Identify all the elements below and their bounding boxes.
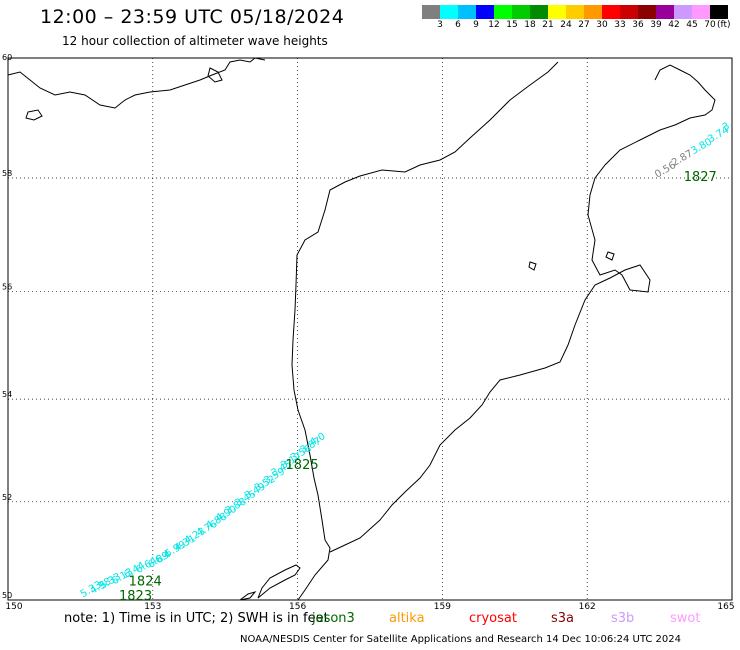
small-island-2 <box>605 251 615 261</box>
wave-height-value: 4.0 <box>308 431 327 448</box>
colorbar-swatch <box>530 5 548 19</box>
satellite-legend-cryosat: cryosat <box>469 611 517 626</box>
colorbar-label: 15 <box>506 20 518 30</box>
colorbar-label: 45 <box>686 20 698 30</box>
colorbar-label: 21 <box>542 20 554 30</box>
map-subtitle: 12 hour collection of altimeter wave hei… <box>62 34 328 48</box>
latitude-tick-label: 54 <box>2 390 12 399</box>
colorbar-label: 18 <box>524 20 536 30</box>
colorbar-swatch <box>620 5 638 19</box>
colorbar-label: 6 <box>455 20 461 30</box>
colorbar-swatch <box>440 5 458 19</box>
colorbar-swatch <box>548 5 566 19</box>
colorbar-swatch <box>476 5 494 19</box>
colorbar-label: 9 <box>473 20 479 30</box>
latitude-tick-label: 58 <box>2 169 12 178</box>
altimeter-tracks: 5.334.985.336.136.446.646.896.45.994.314… <box>79 119 735 604</box>
satellite-legend-jason3: jason3 <box>312 611 355 626</box>
colorbar-label: 33 <box>614 20 626 30</box>
colorbar-swatch <box>458 5 476 19</box>
colorbar-swatch <box>512 5 530 19</box>
track-time-label: 1824 <box>129 575 162 590</box>
latitude-tick-label: 60 <box>2 53 12 62</box>
okhotsk-island <box>25 109 43 121</box>
satellite-legend-altika: altika <box>389 611 425 626</box>
satellite-legend-s3a: s3a <box>551 611 575 626</box>
longitude-tick-label: 162 <box>579 602 596 612</box>
colorbar-label: 36 <box>632 20 644 30</box>
footer-credit: NOAA/NESDIS Center for Satellite Applica… <box>240 634 682 645</box>
footer-note: note: 1) Time is in UTC; 2) SWH is in fe… <box>64 611 329 626</box>
colorbar-swatch <box>566 5 584 19</box>
wave-height-colorbar <box>422 5 728 19</box>
colorbar-swatch <box>602 5 620 19</box>
axis-tick-labels: 150 153 156 159 162 165 50 52 54 56 58 60 <box>2 53 735 612</box>
kamchatka-coastline <box>291 61 559 601</box>
latitude-tick-label: 56 <box>2 282 12 291</box>
colorbar-label: 39 <box>650 20 662 30</box>
colorbar-swatch <box>692 5 710 19</box>
kamchatka-east-coastline <box>329 64 716 553</box>
colorbar-swatch <box>584 5 602 19</box>
track-time-label: 1825 <box>286 458 319 473</box>
colorbar-label: 3 <box>437 20 443 30</box>
longitude-tick-label: 153 <box>144 602 161 612</box>
latitude-tick-label: 50 <box>2 591 12 600</box>
colorbar-label: 24 <box>560 20 572 30</box>
latitude-tick-label: 52 <box>2 493 12 502</box>
colorbar-swatch <box>638 5 656 19</box>
map-grid <box>7 57 733 601</box>
colorbar-label: 70 <box>704 20 716 30</box>
footer-note-row: note: 1) Time is in UTC; 2) SWH is in fe… <box>64 611 740 629</box>
longitude-tick-label: 159 <box>434 602 451 612</box>
colorbar-swatch <box>710 5 728 19</box>
map-title: 12:00 – 23:59 UTC 05/18/2024 <box>40 6 345 28</box>
colorbar-label: 30 <box>596 20 608 30</box>
okhotsk-north-coastline <box>7 57 266 109</box>
track-time-label: 1827 <box>684 170 717 185</box>
longitude-tick-label: 156 <box>289 602 306 612</box>
colorbar-swatch <box>422 5 440 19</box>
kuril-island-2 <box>239 591 257 601</box>
taui-bay-coastline <box>207 67 223 83</box>
small-island-1 <box>528 261 537 271</box>
colorbar-swatch <box>656 5 674 19</box>
longitude-tick-label: 165 <box>717 602 734 612</box>
longitude-tick-label: 150 <box>5 602 22 612</box>
colorbar-unit: (ft) <box>717 20 731 30</box>
coastline <box>7 57 716 601</box>
track-time-label: 1823 <box>119 589 152 604</box>
kuril-island-1 <box>257 564 301 599</box>
colorbar-swatch <box>494 5 512 19</box>
satellite-legend-swot: swot <box>670 611 701 626</box>
colorbar-swatch <box>674 5 692 19</box>
wave-height-value: 3. <box>721 119 735 133</box>
map-frame <box>7 57 733 601</box>
satellite-legend-s3b: s3b <box>611 611 635 626</box>
colorbar-label: 12 <box>488 20 500 30</box>
colorbar-label: 27 <box>578 20 590 30</box>
colorbar-label: 42 <box>668 20 680 30</box>
